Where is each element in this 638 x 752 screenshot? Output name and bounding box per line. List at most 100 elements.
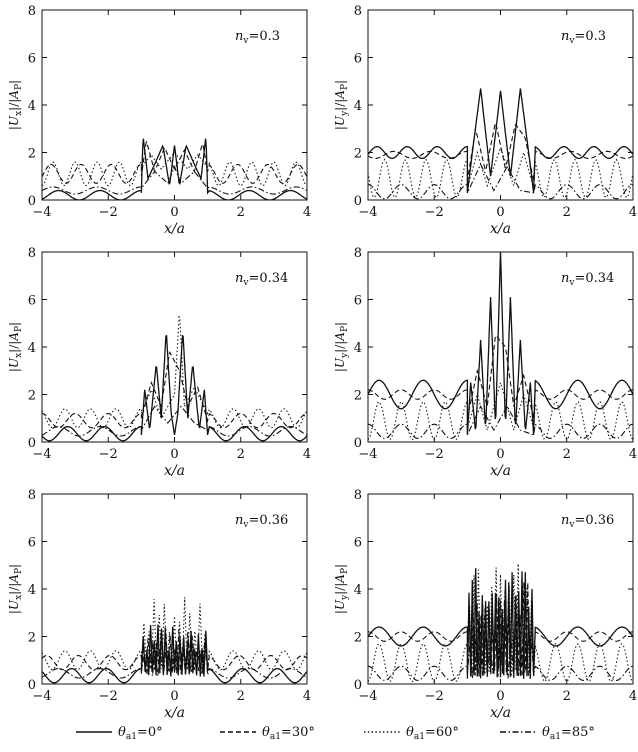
x-tick-label: −4 [32,205,51,220]
y-tick-label: 2 [28,147,36,162]
annotation-nv: nv=0.3 [561,29,606,46]
series-line-dashed [42,140,307,184]
y-tick-label: 2 [354,389,362,404]
y-tick-label: 6 [354,536,362,551]
y-tick-label: 0 [354,678,362,693]
x-tick-label: −2 [99,205,118,220]
series-line-dashdot [368,405,633,439]
series-line-dotted [368,563,633,683]
chart-panel-2: −4 −2 0 2 4 0 2 4 6 8 x/a |Uy|/|AP| nv=0.3 [333,4,637,237]
x-tick-label: 4 [629,689,637,704]
series-line-dashed [368,334,633,419]
series-line-solid [42,334,307,442]
x-axis-label: x/a [164,221,185,237]
x-tick-label: −2 [99,689,118,704]
y-axis-label: |Ux|/|AP| [7,564,24,614]
x-tick-label: 4 [629,447,637,462]
series-line-solid [42,624,307,684]
series-line-dashdot [42,405,307,437]
x-tick-label: −4 [358,689,377,704]
y-axis-label: |Uy|/|AP| [333,564,350,614]
y-axis-label: |Ux|/|AP| [7,80,24,130]
x-tick-label: 0 [496,447,504,462]
x-tick-label: 4 [303,689,311,704]
y-tick-label: 8 [28,488,36,503]
series-line-dashdot [368,616,633,681]
y-tick-label: 2 [28,389,36,404]
series-line-dashed [42,628,307,674]
annotation-nv: nv=0.34 [235,271,288,288]
x-tick-label: −4 [358,447,377,462]
x-tick-label: 4 [303,447,311,462]
series-line-solid [42,138,307,200]
y-tick-label: 0 [28,436,36,451]
series-line-dashdot [42,638,307,679]
chart-panel-3: −4 −2 0 2 4 0 2 4 6 8 x/a |Ux|/|AP| nv=0.34 [7,246,311,479]
x-axis-label: x/a [490,705,511,721]
x-axis-label: x/a [164,463,185,479]
x-tick-label: −4 [358,205,377,220]
series-line-solid [368,252,633,435]
y-tick-label: 2 [28,631,36,646]
annotation-nv: nv=0.34 [561,271,614,288]
legend-label: θa1=85° [542,725,595,742]
legend-label: θa1=0° [118,725,163,742]
plot-area [42,597,307,684]
y-tick-label: 4 [354,583,362,598]
x-tick-label: 2 [563,447,571,462]
y-tick-label: 4 [28,99,36,114]
x-tick-label: −4 [32,689,51,704]
x-tick-label: −4 [32,447,51,462]
y-axis-label: |Uy|/|AP| [333,322,350,372]
x-axis-label: x/a [490,463,511,479]
y-tick-label: 8 [28,4,36,19]
x-tick-label: 4 [629,205,637,220]
chart-panel-1: −4 −2 0 2 4 0 2 4 6 8 x/a |Ux|/|AP| nv=0.3 [7,4,311,237]
chart-panel-6: −4 −2 0 2 4 0 2 4 6 8 x/a |Uy|/|AP| nv=0.36 [333,488,637,721]
series-line-dashed [368,122,633,182]
x-axis-label: x/a [164,705,185,721]
x-tick-label: 0 [496,205,504,220]
annotation-nv: nv=0.36 [235,513,288,530]
series-line-dashdot [42,165,307,195]
y-tick-label: 4 [354,341,362,356]
x-tick-label: 4 [303,205,311,220]
plot-area [368,563,633,683]
y-tick-label: 6 [28,294,36,309]
plot-area [42,138,307,200]
series-line-dashdot [368,163,633,200]
y-tick-label: 8 [354,488,362,503]
x-tick-label: 0 [170,689,178,704]
y-axis-label: |Ux|/|AP| [7,322,24,372]
y-tick-label: 6 [28,536,36,551]
y-tick-label: 0 [354,194,362,209]
chart-panel-4: −4 −2 0 2 4 0 2 4 6 8 x/a |Uy|/|AP| nv=0.34 [333,246,637,479]
y-tick-label: 8 [28,246,36,261]
y-tick-label: 2 [354,631,362,646]
y-tick-label: 4 [28,341,36,356]
plot-area [368,88,633,200]
series-line-dashed [368,581,633,677]
y-tick-label: 4 [28,583,36,598]
y-tick-label: 0 [28,678,36,693]
y-tick-label: 6 [354,52,362,67]
series-line-dotted [368,146,633,199]
x-tick-label: −2 [425,689,444,704]
x-tick-label: 2 [237,447,245,462]
series-line-dotted [42,315,307,429]
x-tick-label: −2 [425,447,444,462]
y-tick-label: 4 [354,99,362,114]
legend-label: θa1=30° [262,725,315,742]
annotation-nv: nv=0.36 [561,513,614,530]
series-line-solid [368,88,633,193]
x-tick-label: 2 [237,205,245,220]
plot-area [42,315,307,442]
series-line-dotted [42,151,307,187]
legend-label: θa1=60° [406,725,459,742]
series-line-dotted [368,380,633,441]
annotation-nv: nv=0.3 [235,29,280,46]
x-tick-label: −2 [99,447,118,462]
chart-panel-5: −4 −2 0 2 4 0 2 4 6 8 x/a |Ux|/|AP| nv=0.36 [7,488,311,721]
y-tick-label: 8 [354,4,362,19]
